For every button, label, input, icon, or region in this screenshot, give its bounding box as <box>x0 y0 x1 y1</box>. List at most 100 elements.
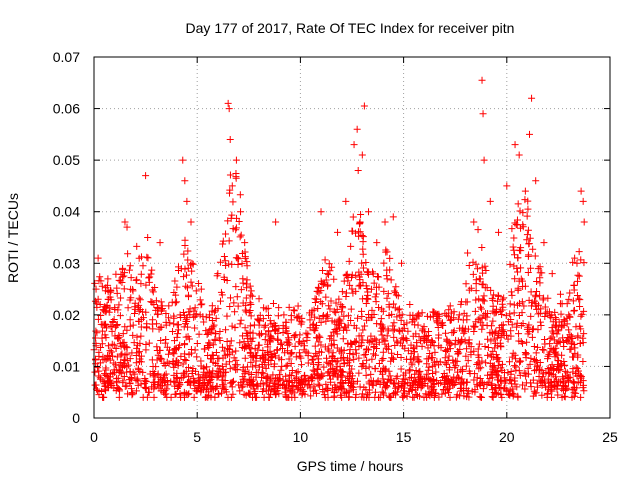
data-point <box>380 325 388 333</box>
data-point <box>579 334 587 342</box>
data-point <box>301 390 309 398</box>
data-point <box>443 346 451 354</box>
data-point <box>471 322 479 330</box>
data-point <box>328 263 336 271</box>
data-point <box>259 315 267 323</box>
data-point <box>572 369 580 377</box>
data-point <box>163 385 171 393</box>
data-point <box>508 353 516 361</box>
data-point <box>102 303 110 311</box>
data-point <box>498 311 506 319</box>
data-point <box>429 387 437 395</box>
data-point <box>372 336 380 344</box>
data-point <box>371 388 379 396</box>
data-point <box>187 218 195 226</box>
data-point <box>103 324 111 332</box>
data-point <box>399 393 407 401</box>
data-point <box>170 377 178 385</box>
data-point <box>569 297 577 305</box>
data-point <box>438 390 446 398</box>
data-point <box>413 311 421 319</box>
data-point <box>432 310 440 318</box>
data-point <box>221 377 229 385</box>
data-point <box>446 393 454 401</box>
data-point <box>511 251 519 259</box>
data-point <box>483 322 491 330</box>
data-point <box>230 299 238 307</box>
data-point <box>535 373 543 381</box>
data-point <box>121 218 129 226</box>
data-point <box>410 393 418 401</box>
data-point <box>204 379 212 387</box>
data-point <box>119 273 127 281</box>
data-point <box>364 291 372 299</box>
data-point <box>150 378 158 386</box>
data-point <box>229 198 237 206</box>
data-point <box>554 381 562 389</box>
data-point <box>442 386 450 394</box>
data-point <box>384 327 392 335</box>
data-point <box>142 308 150 316</box>
data-point <box>464 357 472 365</box>
data-point <box>523 338 531 346</box>
data-point <box>98 327 106 335</box>
data-point <box>429 339 437 347</box>
data-point <box>568 393 576 401</box>
data-point <box>274 346 282 354</box>
data-point <box>325 302 333 310</box>
data-point <box>486 197 494 205</box>
data-point <box>141 383 149 391</box>
data-point <box>152 363 160 371</box>
data-point <box>380 259 388 267</box>
data-point <box>488 374 496 382</box>
data-point <box>288 367 296 375</box>
data-point <box>154 380 162 388</box>
data-point <box>171 390 179 398</box>
data-point <box>208 302 216 310</box>
data-point <box>416 392 424 400</box>
data-point <box>335 385 343 393</box>
data-point <box>93 387 101 395</box>
data-point <box>478 314 486 322</box>
data-point <box>309 355 317 363</box>
data-point <box>410 354 418 362</box>
data-point <box>479 296 487 304</box>
data-point <box>264 311 272 319</box>
data-point <box>521 349 529 357</box>
data-point <box>357 332 365 340</box>
data-point <box>349 213 357 221</box>
data-point <box>362 259 370 267</box>
data-point <box>522 369 530 377</box>
data-point <box>256 317 264 325</box>
data-point <box>484 335 492 343</box>
data-point <box>137 323 145 331</box>
data-point <box>460 329 468 337</box>
data-point <box>406 366 414 374</box>
data-point <box>526 234 534 242</box>
data-point <box>491 384 499 392</box>
data-point <box>365 363 373 371</box>
data-point <box>119 264 127 272</box>
data-point <box>328 342 336 350</box>
data-point <box>95 372 103 380</box>
data-point <box>323 311 331 319</box>
data-point <box>573 277 581 285</box>
data-point <box>211 306 219 314</box>
data-point <box>445 352 453 360</box>
data-point <box>264 351 272 359</box>
data-point <box>344 321 352 329</box>
data-point <box>123 344 131 352</box>
data-point <box>489 393 497 401</box>
data-point <box>336 366 344 374</box>
data-point <box>515 277 523 285</box>
data-point <box>565 326 573 334</box>
data-point <box>461 325 469 333</box>
data-point <box>350 386 358 394</box>
data-point <box>228 211 236 219</box>
data-point <box>514 284 522 292</box>
data-point <box>371 393 379 401</box>
data-point <box>133 333 141 341</box>
data-point <box>166 319 174 327</box>
data-point <box>540 239 548 247</box>
